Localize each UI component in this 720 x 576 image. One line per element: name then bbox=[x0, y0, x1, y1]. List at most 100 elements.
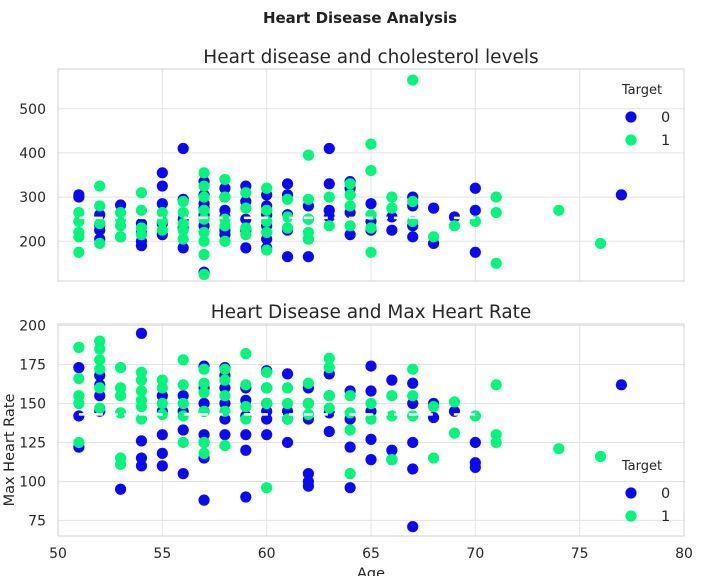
scatter-point-target-1 bbox=[469, 410, 481, 422]
scatter-point-target-0 bbox=[615, 379, 628, 391]
scatter-point-target-1 bbox=[323, 402, 335, 414]
x-tick-label: 80 bbox=[675, 546, 693, 562]
scatter-point-target-1 bbox=[94, 402, 106, 414]
scatter-point-target-1 bbox=[115, 220, 127, 232]
scatter-point-target-1 bbox=[490, 379, 502, 391]
scatter-point-target-1 bbox=[177, 354, 189, 366]
scatter-point-target-0 bbox=[407, 436, 419, 449]
scatter-point-target-1 bbox=[240, 413, 252, 425]
scatter-point-target-0 bbox=[219, 397, 231, 410]
scatter-point-target-1 bbox=[365, 138, 377, 150]
scatter-point-target-1 bbox=[407, 390, 419, 402]
scatter-point-target-1 bbox=[198, 386, 210, 399]
scatter-point-target-0 bbox=[302, 480, 314, 492]
scatter-point-target-1 bbox=[407, 74, 419, 86]
scatter-point-target-0 bbox=[344, 441, 356, 453]
x-tick-label: 75 bbox=[571, 546, 589, 562]
scatter-point-target-1 bbox=[365, 222, 377, 234]
scatter-point-target-1 bbox=[344, 189, 356, 201]
scatter-point-target-1 bbox=[135, 374, 148, 386]
scatter-point-target-1 bbox=[115, 458, 127, 470]
y-tick-label: 75 bbox=[28, 513, 46, 529]
scatter-point-target-1 bbox=[73, 246, 85, 258]
scatter-point-target-0 bbox=[177, 242, 189, 254]
cholesterol-scatter-panel: Heart disease and cholesterol levels 200 3… bbox=[19, 47, 685, 282]
scatter-point-target-1 bbox=[177, 397, 189, 410]
scatter-point-target-1 bbox=[240, 229, 252, 241]
scatter-point-target-1 bbox=[219, 374, 231, 386]
scatter-point-target-0 bbox=[281, 178, 294, 190]
scatter-point-target-0 bbox=[219, 182, 231, 194]
scatter-point-target-1 bbox=[198, 447, 210, 459]
scatter-point-target-1 bbox=[177, 410, 189, 422]
scatter-point-target-1 bbox=[594, 237, 607, 250]
scatter-point-target-1 bbox=[198, 363, 210, 375]
scatter-point-target-0 bbox=[469, 436, 481, 449]
scatter-point-target-0 bbox=[407, 231, 419, 243]
scatter-point-target-1 bbox=[594, 450, 607, 463]
scatter-point-target-0 bbox=[428, 202, 440, 214]
scatter-point-target-1 bbox=[94, 343, 106, 355]
plot-frame bbox=[57, 68, 685, 282]
legend-title: Target bbox=[621, 459, 662, 474]
scatter-point-target-1 bbox=[323, 191, 335, 203]
scatter-point-target-1 bbox=[156, 224, 168, 236]
scatter-point-target-1 bbox=[219, 220, 231, 232]
scatter-point-target-0 bbox=[156, 167, 168, 179]
scatter-point-target-0 bbox=[135, 460, 148, 472]
scatter-point-target-1 bbox=[198, 167, 210, 179]
scatter-point-target-0 bbox=[469, 246, 481, 258]
scatter-point-target-0 bbox=[323, 211, 335, 223]
scatter-point-target-0 bbox=[386, 444, 398, 456]
scatter-point-target-1 bbox=[281, 413, 294, 425]
scatter-point-target-0 bbox=[240, 429, 252, 441]
scatter-point-target-1 bbox=[240, 379, 252, 391]
scatter-point-target-0 bbox=[156, 447, 168, 459]
scatter-point-target-0 bbox=[94, 390, 106, 402]
scatter-point-target-0 bbox=[281, 368, 294, 380]
legend-marker-target-1 bbox=[625, 510, 637, 522]
scatter-point-target-0 bbox=[177, 390, 189, 402]
scatter-point-target-1 bbox=[115, 390, 127, 402]
scatter-point-target-1 bbox=[94, 217, 106, 230]
figure-title: Heart Disease Analysis bbox=[263, 9, 457, 27]
scatter-point-target-0 bbox=[302, 251, 314, 263]
scatter-point-target-0 bbox=[407, 397, 419, 410]
legend-label-target-0: 0 bbox=[661, 110, 670, 126]
scatter-point-target-1 bbox=[219, 191, 231, 203]
scatter-point-target-0 bbox=[156, 390, 168, 402]
scatter-point-target-0 bbox=[177, 142, 189, 155]
scatter-point-target-0 bbox=[407, 377, 419, 389]
scatter-point-target-1 bbox=[73, 341, 85, 353]
scatter-point-target-0 bbox=[323, 425, 335, 438]
scatter-point-target-1 bbox=[135, 401, 148, 413]
scatter-point-target-0 bbox=[407, 521, 419, 533]
y-tick-label: 500 bbox=[19, 102, 46, 118]
scatter-point-target-0 bbox=[302, 468, 314, 480]
scatter-point-target-1 bbox=[198, 377, 210, 389]
scatter-point-target-1 bbox=[407, 195, 419, 208]
scatter-point-target-1 bbox=[365, 413, 377, 425]
scatter-point-target-1 bbox=[156, 206, 168, 219]
scatter-point-target-1 bbox=[386, 390, 398, 402]
scatter-point-target-1 bbox=[448, 396, 461, 408]
scatter-point-target-1 bbox=[261, 397, 273, 410]
scatter-point-target-1 bbox=[490, 191, 502, 203]
legend-marker-target-1 bbox=[625, 134, 637, 146]
scatter-point-target-1 bbox=[302, 377, 314, 389]
scatter-point-target-1 bbox=[94, 180, 106, 192]
scatter-point-target-0 bbox=[407, 463, 419, 475]
x-tick-label: 55 bbox=[153, 546, 171, 562]
scatter-point-target-1 bbox=[135, 413, 148, 425]
scatter-point-target-1 bbox=[302, 149, 314, 161]
scatter-point-target-0 bbox=[219, 413, 231, 425]
scatter-point-target-1 bbox=[115, 407, 127, 419]
scatter-point-target-1 bbox=[323, 220, 335, 232]
scatter-point-target-1 bbox=[198, 436, 210, 449]
scatter-point-target-1 bbox=[177, 379, 189, 391]
scatter-point-target-0 bbox=[386, 374, 398, 386]
scatter-point-target-1 bbox=[302, 397, 314, 410]
scatter-point-target-1 bbox=[261, 182, 273, 194]
scatter-point-target-1 bbox=[281, 193, 294, 205]
scatter-point-target-1 bbox=[219, 390, 231, 402]
